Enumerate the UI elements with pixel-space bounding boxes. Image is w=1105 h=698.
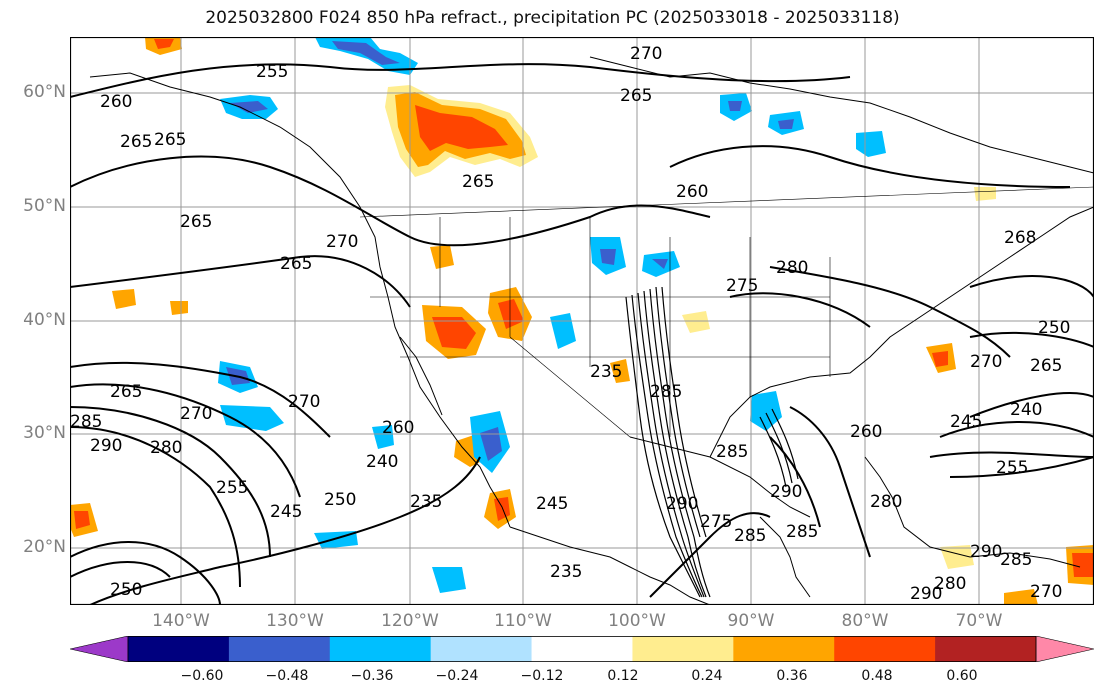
colorbar-tick: 0.60 bbox=[946, 668, 978, 684]
contour-label: 260 bbox=[850, 422, 882, 442]
contour-label: 285 bbox=[70, 412, 102, 432]
map-frame bbox=[69, 36, 1095, 606]
contour-label: 280 bbox=[870, 492, 902, 512]
contour-label: 235 bbox=[550, 562, 582, 582]
contour-label: 285 bbox=[1000, 550, 1032, 570]
colorbar-tick: −0.24 bbox=[435, 668, 479, 684]
contour-label: 240 bbox=[366, 452, 398, 472]
map-panel: 270 255 265 260 265 265 260 265 270 265 … bbox=[69, 36, 1095, 606]
contour-label: 270 bbox=[1030, 582, 1062, 602]
contour-label: 245 bbox=[950, 412, 982, 432]
colorbar-frame bbox=[127, 636, 1037, 662]
contour-label: 250 bbox=[324, 490, 356, 510]
map-title: 2025032800 F024 850 hPa refract., precip… bbox=[205, 8, 900, 28]
lat-label-30: 30°N bbox=[23, 423, 66, 443]
contour-label: 250 bbox=[1038, 318, 1070, 338]
contour-label: 260 bbox=[382, 418, 414, 438]
contour-label: 280 bbox=[150, 438, 182, 458]
colorbar-tick: 0.48 bbox=[861, 668, 893, 684]
colorbar-segment bbox=[329, 636, 432, 662]
contour-label: 240 bbox=[1010, 400, 1042, 420]
contour-label: 285 bbox=[716, 442, 748, 462]
colorbar bbox=[69, 635, 1095, 663]
contour-label: 265 bbox=[1030, 356, 1062, 376]
colorbar-segment bbox=[228, 636, 331, 662]
contour-label: 265 bbox=[620, 86, 652, 106]
contour-label: 255 bbox=[216, 478, 248, 498]
map-canvas: 270 255 265 260 265 265 260 265 270 265 … bbox=[69, 36, 1095, 606]
contour-label: 265 bbox=[154, 130, 186, 150]
colorbar-segment bbox=[128, 636, 230, 662]
contour-label: 265 bbox=[180, 212, 212, 232]
lon-label-90w: 90°W bbox=[727, 611, 775, 631]
contour-label: 285 bbox=[650, 382, 682, 402]
contour-label: 270 bbox=[970, 352, 1002, 372]
graticule bbox=[70, 37, 1094, 605]
contour-label: 290 bbox=[666, 494, 698, 514]
contour-label: 270 bbox=[180, 404, 212, 424]
colorbar-canvas bbox=[69, 635, 1095, 663]
colorbar-extend-low bbox=[69, 635, 129, 663]
contour-label: 245 bbox=[536, 494, 568, 514]
colorbar-tick: −0.48 bbox=[265, 668, 309, 684]
colorbar-tick: 0.12 bbox=[607, 668, 639, 684]
colorbar-segment bbox=[531, 636, 633, 662]
contour-label: 270 bbox=[326, 232, 358, 252]
contour-label: 285 bbox=[786, 522, 818, 542]
contour-label: 245 bbox=[270, 502, 302, 522]
contour-label: 260 bbox=[100, 92, 132, 112]
contour-label: 265 bbox=[120, 132, 152, 152]
contour-label: 290 bbox=[970, 542, 1002, 562]
precip-anomaly-fills bbox=[70, 37, 1094, 605]
contour-label: 255 bbox=[996, 458, 1028, 478]
contour-label: 265 bbox=[462, 172, 494, 192]
lon-label-70w: 70°W bbox=[955, 611, 1003, 631]
contour-labels: 270 255 265 260 265 265 260 265 270 265 … bbox=[70, 44, 1070, 604]
lon-label-130w: 130°W bbox=[266, 611, 324, 631]
lat-label-20: 20°N bbox=[23, 537, 66, 557]
colorbar-tick: 0.36 bbox=[776, 668, 808, 684]
contour-label: 235 bbox=[590, 362, 622, 382]
contour-label: 255 bbox=[256, 62, 288, 82]
refractivity-contours bbox=[69, 63, 1095, 606]
lon-label-100w: 100°W bbox=[608, 611, 666, 631]
colorbar-tick: 0.24 bbox=[691, 668, 723, 684]
colorbar-tick: −0.60 bbox=[180, 668, 224, 684]
contour-label: 250 bbox=[110, 580, 142, 600]
lat-label-50: 50°N bbox=[23, 196, 66, 216]
contour-label: 265 bbox=[280, 254, 312, 274]
colorbar-tick: −0.36 bbox=[350, 668, 394, 684]
contour-label: 290 bbox=[90, 436, 122, 456]
colorbar-segment bbox=[733, 636, 835, 662]
colorbar-segment bbox=[632, 636, 734, 662]
lat-label-60: 60°N bbox=[23, 82, 66, 102]
contour-label: 290 bbox=[770, 482, 802, 502]
contour-label: 270 bbox=[630, 44, 662, 64]
refractivity-contours-tight bbox=[625, 286, 799, 598]
colorbar-segment bbox=[430, 636, 533, 662]
contour-label: 268 bbox=[1004, 228, 1036, 248]
contour-label: 265 bbox=[110, 382, 142, 402]
contour-label: 275 bbox=[726, 276, 758, 296]
colorbar-segment bbox=[935, 636, 1037, 662]
lon-label-110w: 110°W bbox=[494, 611, 552, 631]
contour-label: 275 bbox=[700, 512, 732, 532]
contour-label: 235 bbox=[410, 492, 442, 512]
lon-label-120w: 120°W bbox=[381, 611, 439, 631]
lon-label-140w: 140°W bbox=[152, 611, 210, 631]
colorbar-extend-high bbox=[1035, 635, 1095, 663]
lon-label-80w: 80°W bbox=[841, 611, 889, 631]
contour-label: 280 bbox=[776, 258, 808, 278]
contour-label: 285 bbox=[734, 526, 766, 546]
contour-label: 290 bbox=[910, 584, 942, 604]
lat-label-40: 40°N bbox=[23, 310, 66, 330]
contour-label: 270 bbox=[288, 392, 320, 412]
contour-label: 280 bbox=[934, 574, 966, 594]
colorbar-segment bbox=[834, 636, 936, 662]
colorbar-tick: −0.12 bbox=[520, 668, 564, 684]
contour-label: 260 bbox=[676, 182, 708, 202]
